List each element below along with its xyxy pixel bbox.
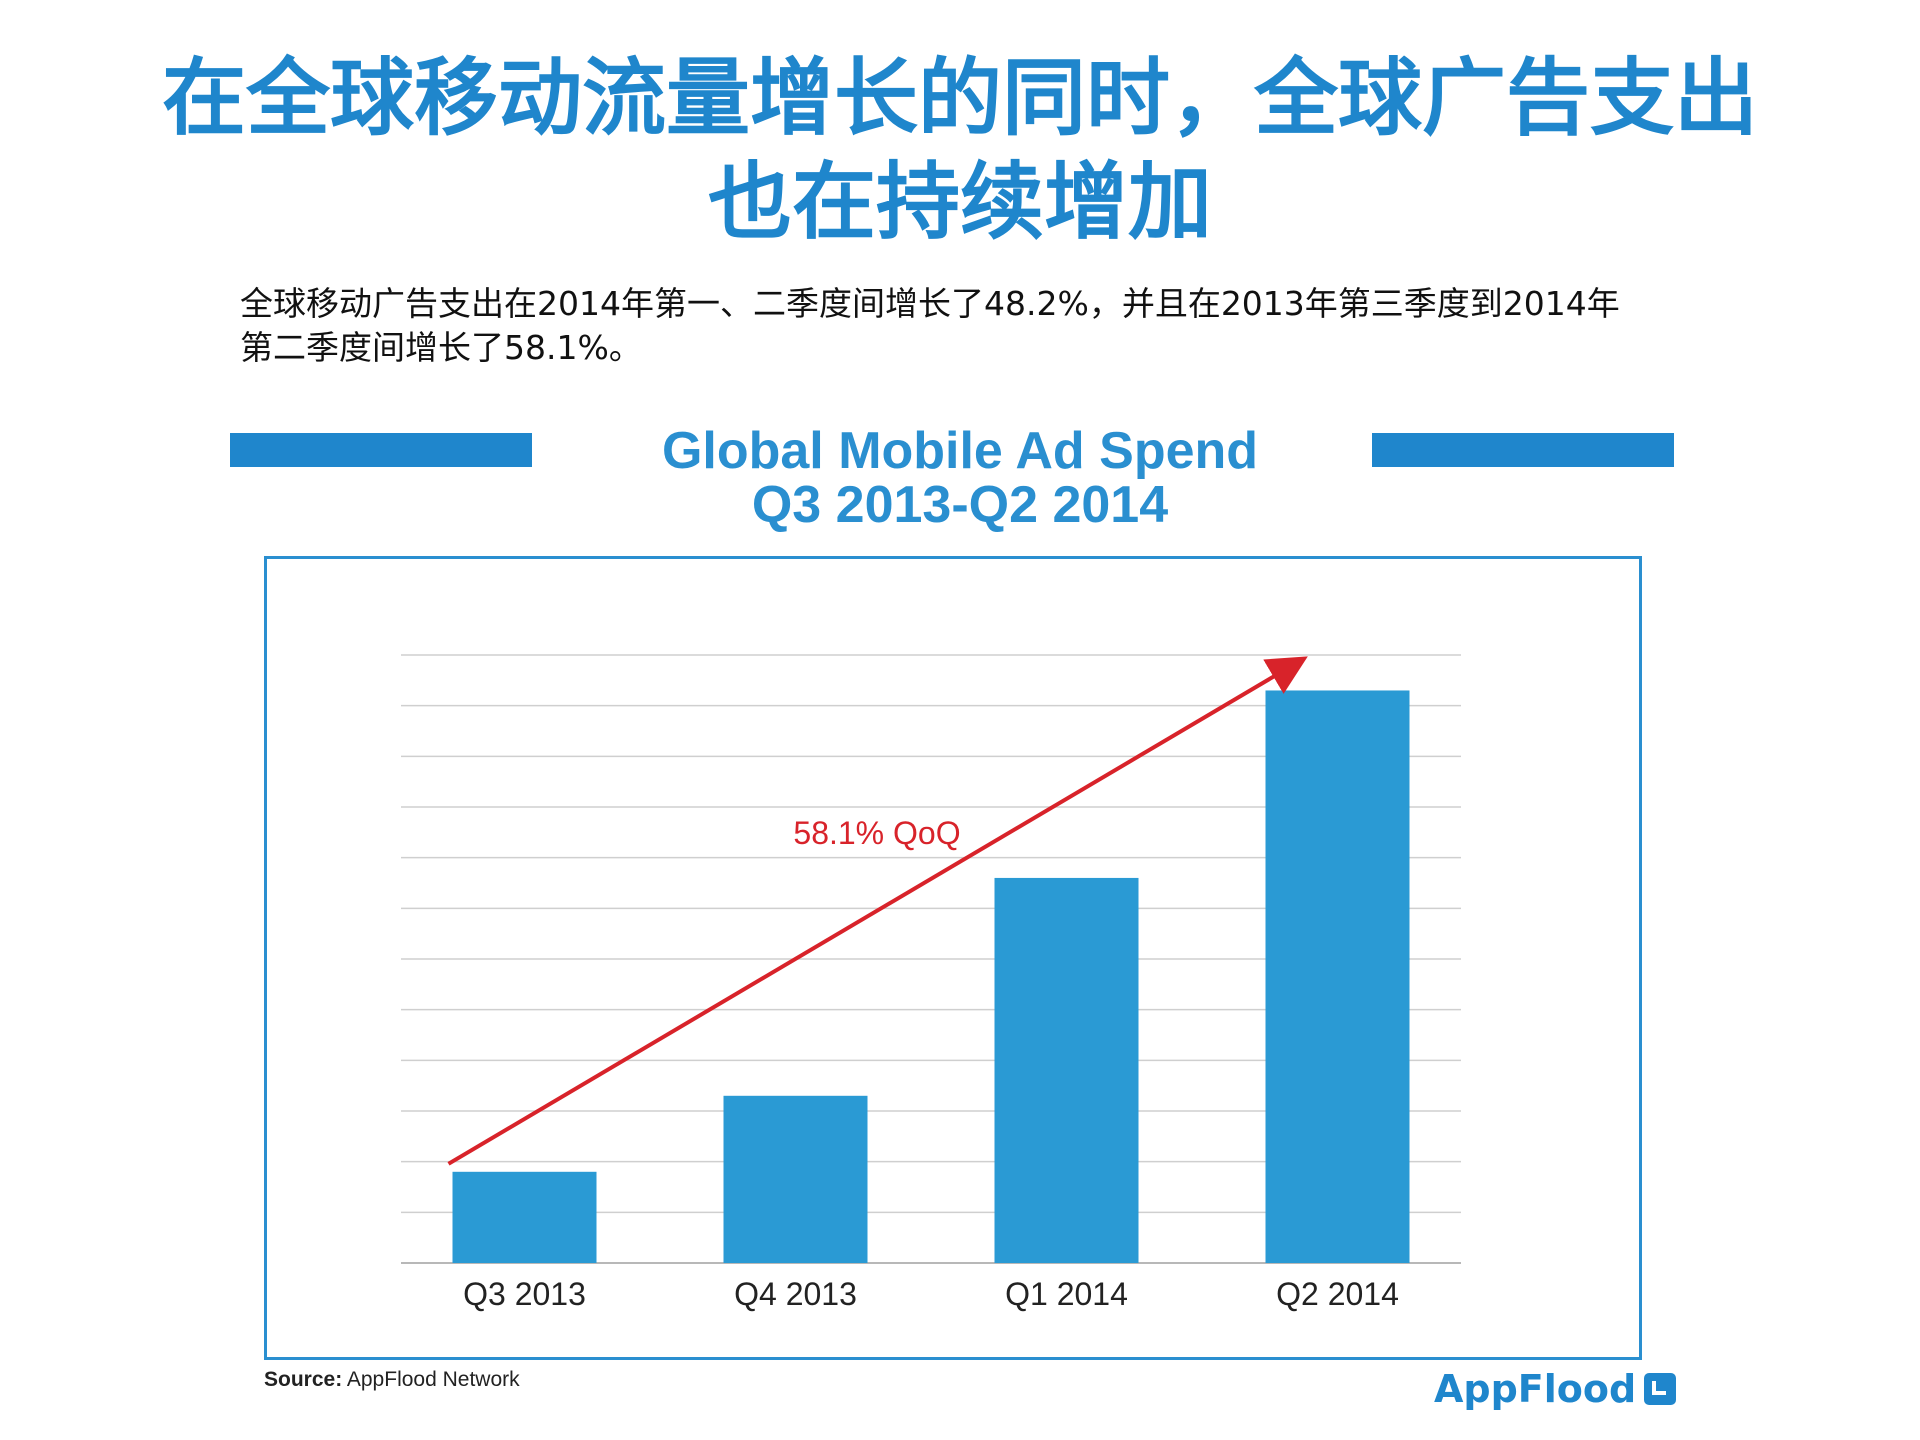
page-title-line1: 在全球移动流量增长的同时，全球广告支出 (161, 49, 1758, 147)
source-label: Source: (264, 1368, 343, 1391)
x-tick-label: Q2 2014 (1276, 1276, 1399, 1312)
x-tick-label: Q1 2014 (1005, 1276, 1128, 1312)
right-decor-bar (1372, 433, 1674, 467)
page-title-line2: 也在持续增加 (707, 153, 1212, 251)
bar (452, 1171, 597, 1263)
bar (723, 1095, 868, 1263)
page-subtitle: 全球移动广告支出在2014年第一、二季度间增长了48.2%，并且在2013年第三… (240, 282, 1740, 370)
chart-title-line1: Global Mobile Ad Spend (661, 422, 1259, 480)
x-tick-label: Q3 2013 (463, 1276, 586, 1312)
bar-chart: Q3 2013 Q4 2013 Q1 2014 Q2 2014 58.1% QoQ (401, 654, 1461, 1312)
chart-frame: Q3 2013 Q4 2013 Q1 2014 Q2 2014 58.1% QoQ (264, 556, 1642, 1360)
growth-arrow (447, 656, 1308, 1166)
bar (1265, 690, 1410, 1263)
x-tick-label: Q4 2013 (734, 1276, 857, 1312)
appflood-logo: AppFlood (1434, 1364, 1677, 1414)
annotation-label: 58.1% QoQ (793, 815, 960, 851)
subtitle-line1: 全球移动广告支出在2014年第一、二季度间增长了48.2%，并且在2013年第三… (240, 284, 1620, 323)
source-text: AppFlood Network (346, 1368, 520, 1391)
chart-title-line2: Q3 2013-Q2 2014 (751, 476, 1169, 534)
page-title: 在全球移动流量增长的同时，全球广告支出 也在持续增加 (0, 46, 1920, 254)
logo-mark-icon (1644, 1373, 1677, 1405)
logo-text: AppFlood (1434, 1367, 1637, 1411)
bar (994, 877, 1139, 1263)
subtitle-line2: 第二季度间增长了58.1%。 (240, 328, 642, 367)
chart-title: Global Mobile Ad Spend Q3 2013-Q2 2014 (540, 424, 1380, 532)
left-decor-bar (230, 433, 532, 467)
source-note: Source: AppFlood Network (264, 1368, 520, 1392)
